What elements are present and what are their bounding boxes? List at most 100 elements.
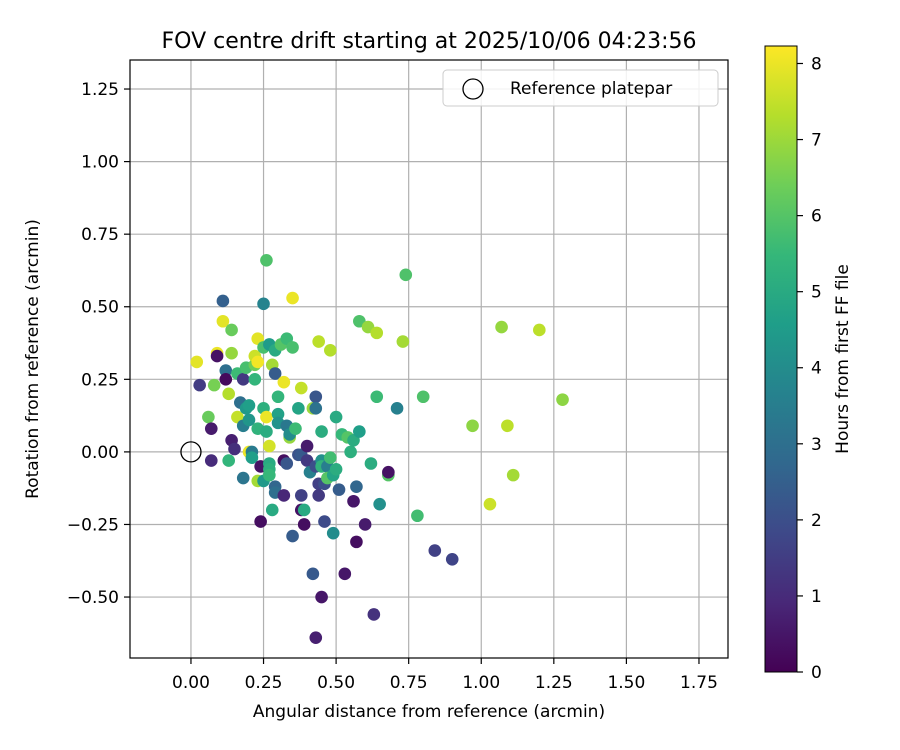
data-point <box>228 442 241 456</box>
y-tick-label: 0.75 <box>81 225 119 245</box>
data-point <box>370 326 384 340</box>
data-point <box>315 425 328 438</box>
data-point <box>318 515 331 528</box>
legend-box <box>442 69 719 107</box>
data-point <box>338 567 352 581</box>
data-point <box>260 410 273 424</box>
data-point <box>219 364 233 377</box>
data-point <box>210 349 224 363</box>
reference-platepar-marker <box>180 441 202 463</box>
data-point <box>506 468 520 482</box>
x-tick-label: 1.75 <box>680 673 718 693</box>
data-point <box>309 402 323 415</box>
data-point <box>350 480 363 494</box>
colorbar-tick-label: 5 <box>811 283 822 303</box>
data-point <box>428 544 442 557</box>
colorbar-tick-label: 2 <box>811 511 822 531</box>
data-point <box>347 494 360 508</box>
data-point <box>260 254 273 267</box>
data-point <box>501 419 514 433</box>
y-axis: −0.50 −0.25 0.00 0.25 0.50 0.75 1.00 1.25 <box>67 80 130 608</box>
data-point <box>204 454 218 467</box>
data-point <box>222 387 235 401</box>
data-point <box>344 445 357 459</box>
data-point <box>495 320 508 334</box>
legend-reference-marker-icon <box>462 78 484 100</box>
data-point <box>248 373 262 386</box>
data-point <box>286 341 299 354</box>
data-point <box>294 381 308 395</box>
data-point <box>260 425 273 438</box>
data-point <box>277 375 291 389</box>
data-point <box>373 497 386 511</box>
colorbar-tick-label: 1 <box>811 587 822 607</box>
data-point <box>466 419 479 433</box>
data-point <box>324 343 337 357</box>
y-tick-label: 0.25 <box>81 370 119 390</box>
x-axis-label: Angular distance from reference (arcmin) <box>253 702 605 722</box>
data-point <box>312 335 325 348</box>
data-point <box>254 515 267 528</box>
legend-label: Reference platepar <box>510 79 672 99</box>
chart-title: FOV centre drift starting at 2025/10/06 … <box>162 29 697 54</box>
data-point <box>236 471 250 485</box>
data-point <box>280 457 294 470</box>
x-tick-label: 1.50 <box>607 673 645 693</box>
colorbar-gradient <box>765 46 797 672</box>
data-point <box>225 346 238 360</box>
colorbar: 0 1 2 3 4 5 6 7 8 Hours from first FF file <box>764 45 853 683</box>
colorbar-tick-label: 8 <box>811 54 822 74</box>
data-point <box>286 291 299 305</box>
data-point <box>483 497 497 511</box>
reference-marker-group <box>180 441 202 463</box>
plot-frame <box>129 59 729 659</box>
data-point <box>207 378 221 392</box>
data-point <box>297 503 311 517</box>
data-point <box>289 422 302 435</box>
data-point <box>268 367 282 380</box>
data-point <box>370 390 384 404</box>
colorbar-tick-label: 4 <box>811 359 822 379</box>
data-point <box>271 407 285 421</box>
data-point <box>382 465 395 479</box>
x-tick-label: 0.25 <box>245 673 283 693</box>
data-point <box>236 373 250 386</box>
y-axis-label: Rotation from reference (arcmin) <box>23 219 43 499</box>
data-point <box>350 535 363 549</box>
x-tick-label: 0.75 <box>390 673 428 693</box>
data-point <box>263 468 276 482</box>
x-tick-label: 0.00 <box>172 673 210 693</box>
data-point <box>533 323 546 337</box>
data-point <box>277 489 291 502</box>
data-point <box>219 373 233 386</box>
data-point <box>358 518 372 531</box>
data-point <box>312 489 325 502</box>
data-point <box>292 402 305 415</box>
data-point <box>271 390 285 404</box>
y-tick-label: 0.50 <box>81 298 119 318</box>
colorbar-tick-label: 6 <box>811 207 822 227</box>
data-point <box>332 483 346 496</box>
data-point <box>297 518 311 531</box>
data-point <box>193 378 206 392</box>
colorbar-tick-label: 3 <box>811 435 822 455</box>
data-point <box>251 355 265 369</box>
data-point <box>399 268 413 282</box>
data-point <box>222 454 235 467</box>
data-points <box>190 254 569 644</box>
data-point <box>364 457 378 470</box>
y-tick-label: −0.50 <box>67 588 119 608</box>
data-point <box>324 451 337 464</box>
data-point <box>190 355 204 369</box>
data-point <box>329 410 343 424</box>
y-tick-label: 0.00 <box>81 443 119 463</box>
data-point <box>309 631 323 644</box>
colorbar-ticks: 0 1 2 3 4 5 6 7 8 <box>797 54 822 683</box>
data-point <box>353 425 366 438</box>
data-point <box>257 297 270 311</box>
data-point <box>390 402 404 415</box>
data-point <box>326 526 340 540</box>
data-point <box>306 567 320 581</box>
x-tick-label: 0.50 <box>317 673 355 693</box>
